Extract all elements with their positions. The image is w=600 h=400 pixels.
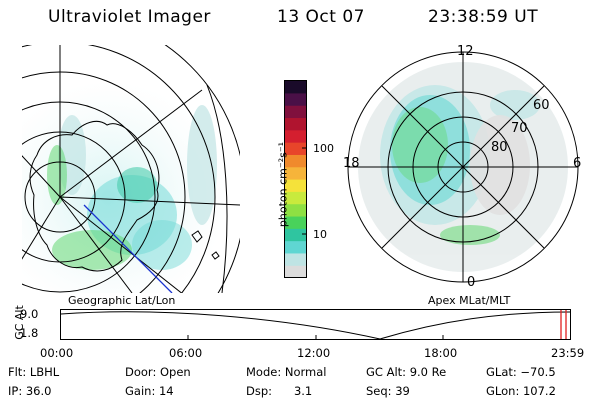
mlt-lines <box>348 52 578 282</box>
info-dsp: Dsp: 3.1 <box>246 384 313 398</box>
colorbar-swatch <box>285 129 306 143</box>
colorbar-swatch <box>285 252 306 266</box>
colorbar-unit-label: photon cm⁻²s⁻¹ <box>276 141 290 228</box>
observation-date: 13 Oct 07 <box>277 7 365 27</box>
colorbar-swatch <box>285 215 306 229</box>
coastline <box>29 120 160 272</box>
left-panel-label: Geographic Lat/Lon <box>68 294 176 307</box>
info-ip: IP: 36.0 <box>8 384 52 398</box>
colorbar-swatch <box>285 265 306 278</box>
info-filter: Flt: LBHL <box>8 365 60 379</box>
colorbar-swatch <box>285 166 306 180</box>
magnetic-polar-plot <box>347 51 579 283</box>
meridian-lines <box>22 45 240 293</box>
xtick-0000: 00:00 <box>40 346 74 360</box>
xtick-1800: 18:00 <box>424 346 458 360</box>
altitude-curve <box>60 311 571 340</box>
colorbar-swatch <box>285 203 306 217</box>
info-door: Door: Open <box>125 365 191 379</box>
observation-time: 23:38:59 UT <box>428 7 539 27</box>
info-seq: Seq: 39 <box>366 384 410 398</box>
satellite-track <box>83 204 173 293</box>
colorbar-swatch <box>285 228 306 242</box>
instrument-title: Ultraviolet Imager <box>48 7 211 27</box>
mlt-label-18: 18 <box>343 156 360 171</box>
mlat-label-60: 60 <box>533 98 550 113</box>
xtick-1200: 12:00 <box>297 346 331 360</box>
altitude-ytick-high: 9.0 <box>20 307 39 321</box>
xtick-0600: 06:00 <box>169 346 203 360</box>
earth-limb <box>206 84 228 293</box>
info-mode: Mode: Normal <box>246 365 327 379</box>
altitude-ytick-low: 1.8 <box>20 326 39 340</box>
mlt-label-0: 0 <box>467 275 476 290</box>
right-panel-label: Apex MLat/MLT <box>428 294 511 307</box>
colorbar-tick-10: 10 <box>313 228 327 241</box>
colorbar-swatch <box>285 105 306 119</box>
colorbar-swatch <box>285 191 306 205</box>
colorbar-tick-100: 100 <box>313 142 334 155</box>
info-gain: Gain: 14 <box>125 384 174 398</box>
mlt-label-6: 6 <box>573 156 582 171</box>
mlat-label-70: 70 <box>511 121 528 136</box>
colorbar-swatch <box>285 142 306 155</box>
colorbar-swatch <box>285 154 306 168</box>
colorbar <box>284 80 307 278</box>
mlat-label-80: 80 <box>491 140 508 155</box>
colorbar-swatch <box>285 179 306 192</box>
colorbar-swatch <box>285 240 306 254</box>
info-glat: GLat: −70.5 <box>486 365 556 379</box>
colorbar-swatch <box>285 117 306 131</box>
xtick-2359: 23:59 <box>551 346 585 360</box>
info-glon: GLon: 107.2 <box>486 384 556 398</box>
mlt-label-12: 12 <box>457 44 474 59</box>
info-gc-alt: GC Alt: 9.0 Re <box>366 365 447 379</box>
geographic-image <box>22 45 240 293</box>
colorbar-swatch <box>285 92 306 106</box>
colorbar-swatch <box>285 80 306 94</box>
altitude-plot <box>60 309 571 340</box>
